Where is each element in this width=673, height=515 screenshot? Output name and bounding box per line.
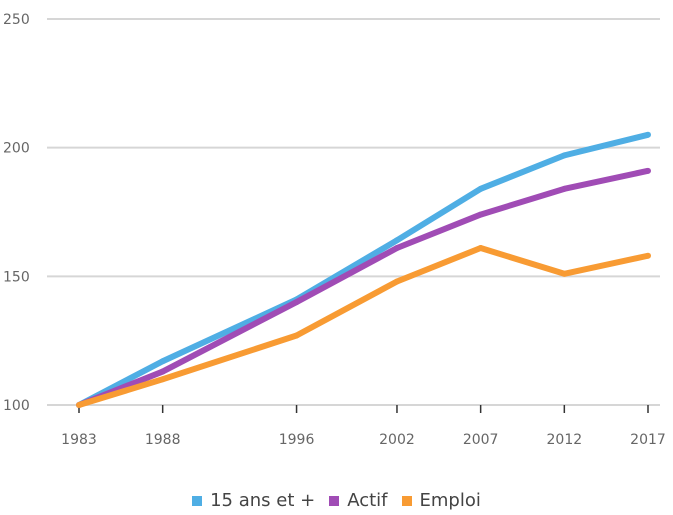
- x-tick-label: 1996: [279, 432, 315, 448]
- data-point[interactable]: [393, 278, 400, 285]
- data-point[interactable]: [477, 185, 484, 192]
- y-tick-label: 250: [3, 12, 30, 28]
- y-tick-label: 100: [3, 398, 30, 414]
- data-point[interactable]: [561, 185, 568, 192]
- data-point[interactable]: [293, 332, 300, 339]
- series-line-0[interactable]: [77, 131, 649, 408]
- data-point[interactable]: [477, 211, 484, 218]
- data-point[interactable]: [477, 245, 484, 252]
- series-lines: [76, 131, 651, 408]
- legend-item-series-1[interactable]: Actif: [329, 490, 388, 511]
- data-point[interactable]: [561, 152, 568, 159]
- y-tick-label: 150: [3, 269, 30, 285]
- x-tick-label: 2017: [630, 432, 666, 448]
- data-point[interactable]: [645, 167, 651, 174]
- legend: 15 ans et + Actif Emploi: [0, 490, 673, 511]
- data-point[interactable]: [393, 237, 400, 244]
- legend-swatch: [192, 495, 203, 506]
- x-tick-label: 2012: [547, 432, 583, 448]
- data-point[interactable]: [393, 245, 400, 252]
- data-point[interactable]: [159, 376, 166, 383]
- legend-item-series-0[interactable]: 15 ans et +: [192, 490, 315, 511]
- legend-swatch: [329, 495, 340, 506]
- legend-label: Emploi: [419, 490, 481, 511]
- data-point[interactable]: [159, 358, 166, 365]
- x-tick-label: 2007: [463, 432, 499, 448]
- legend-swatch: [401, 495, 412, 506]
- x-tick-label: 1983: [61, 432, 97, 448]
- x-tick-label: 2002: [379, 432, 415, 448]
- data-point[interactable]: [645, 252, 651, 259]
- x-axis-ticks: 1983 1988 1996 2002 2007 2012 2017: [61, 405, 666, 448]
- legend-label: Actif: [347, 490, 388, 511]
- data-point[interactable]: [76, 402, 82, 408]
- data-point[interactable]: [561, 270, 568, 277]
- data-point[interactable]: [159, 368, 166, 375]
- gridlines: [47, 18, 660, 406]
- legend-item-series-2[interactable]: Emploi: [401, 490, 481, 511]
- y-axis-ticks: 100 150 200 250: [3, 12, 30, 414]
- x-tick-label: 1988: [145, 432, 181, 448]
- legend-label: 15 ans et +: [210, 490, 316, 511]
- data-point[interactable]: [645, 131, 651, 138]
- y-tick-label: 200: [3, 141, 30, 157]
- data-point[interactable]: [293, 299, 300, 306]
